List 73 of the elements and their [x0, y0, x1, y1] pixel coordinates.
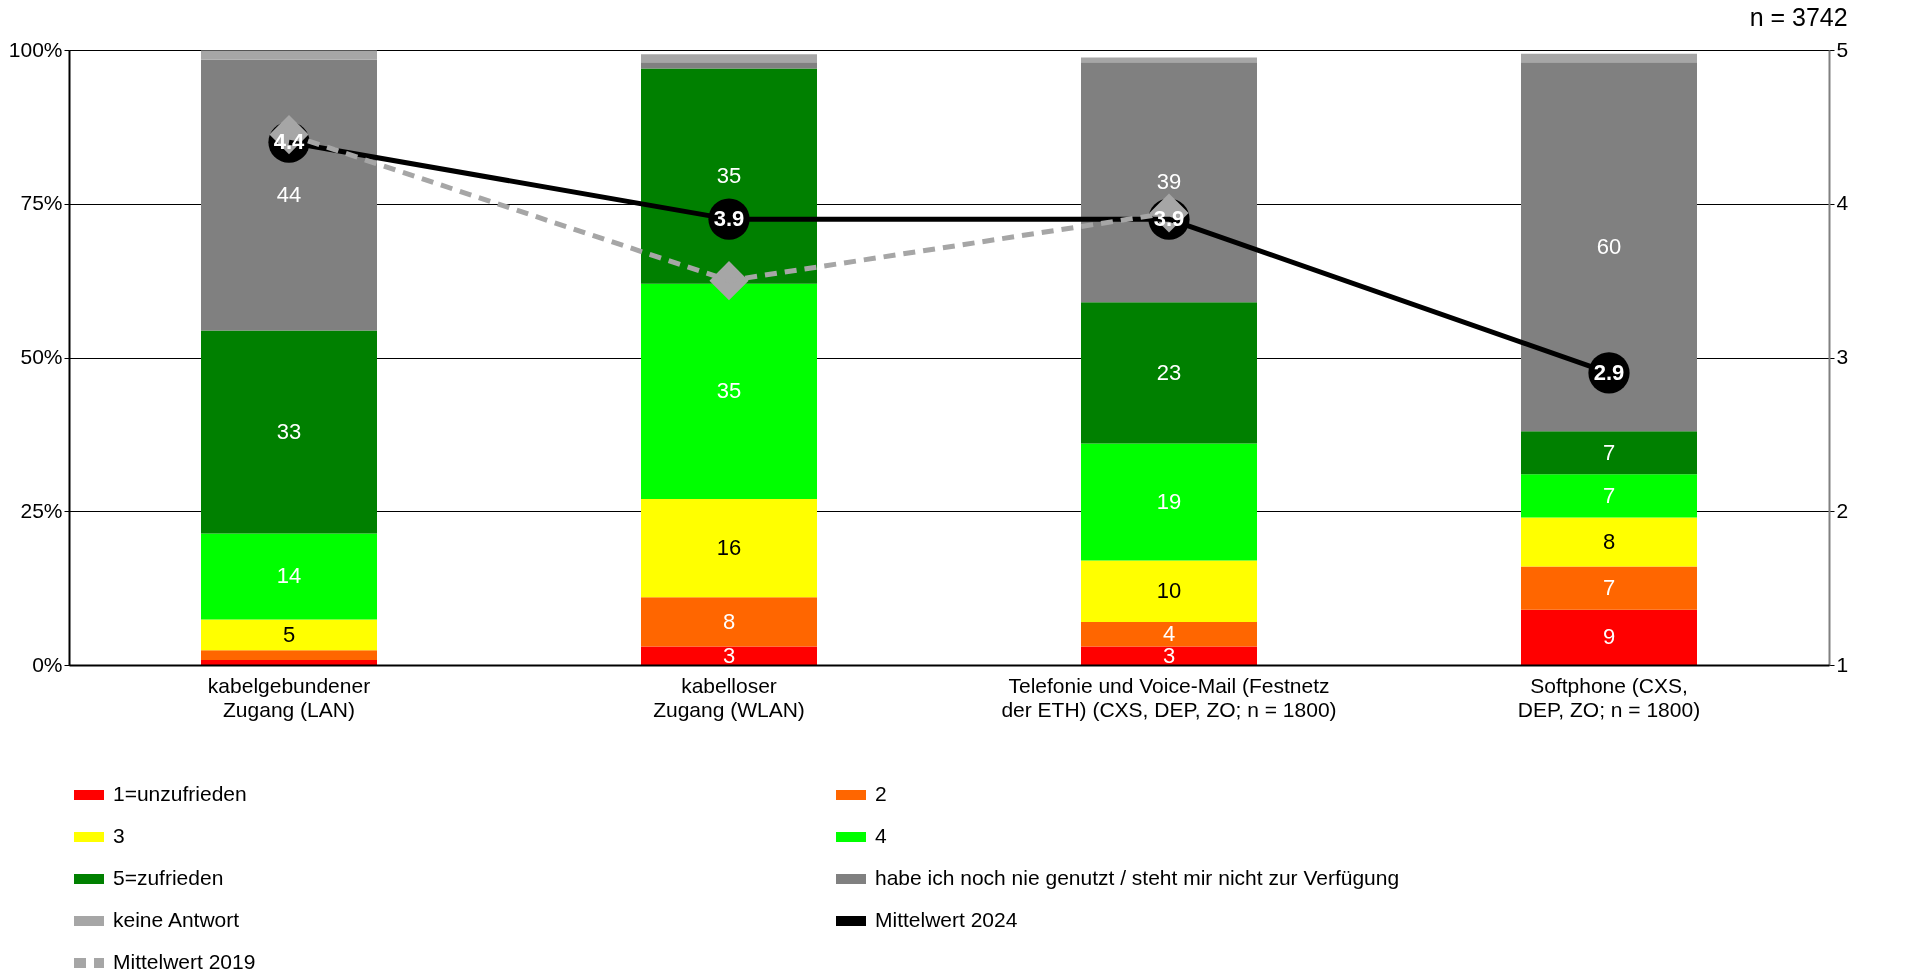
data-label: 19	[1156, 489, 1182, 515]
bar	[1521, 566, 1697, 610]
data-label: 2.9	[1593, 359, 1625, 385]
bar	[201, 619, 377, 651]
bar	[201, 59, 377, 331]
data-label: 16	[716, 535, 742, 561]
legend-label: habe ich noch nie genutzt / steht mir nicht zur Verfügung	[875, 866, 1400, 889]
text: n = 3742	[1749, 3, 1848, 31]
bar	[1081, 560, 1257, 622]
data-label: 10	[1156, 578, 1182, 604]
y-tick-label: 75%	[20, 191, 63, 215]
legend-label: 1=unzufrieden	[113, 782, 247, 805]
data-label: 44	[276, 182, 302, 208]
bar	[1521, 517, 1697, 567]
bar	[641, 54, 817, 63]
legend-label: Mittelwert 2019	[113, 950, 256, 973]
bar	[641, 283, 817, 499]
bar	[201, 650, 377, 661]
bar	[1081, 302, 1257, 444]
data-label: 14	[276, 563, 302, 589]
x-tick-label: kabelgebundener Zugang (LAN)	[207, 673, 371, 721]
bar	[201, 50, 377, 60]
y2-tick-label: 1	[1836, 652, 1849, 676]
data-label: 3.9	[713, 206, 745, 232]
bar	[641, 498, 817, 598]
legend-label: 5=zufrieden	[113, 866, 224, 889]
data-label: 8	[722, 608, 736, 634]
bar	[1081, 646, 1257, 665]
x-tick-label: Telefonie und Voice-Mail (Festnetz der ETH) (CXS, DEP, ZO; n = 1800)	[1001, 673, 1337, 721]
bar	[1521, 431, 1697, 475]
data-label: 35	[716, 378, 742, 404]
data-label: 35	[716, 163, 742, 189]
data-label: 33	[276, 418, 302, 444]
legend-label: 2	[875, 782, 887, 805]
data-label: 7	[1602, 439, 1616, 465]
bar	[1521, 53, 1697, 63]
bar	[1521, 609, 1697, 665]
x-tick-label: Softphone (CXS, DEP, ZO; n = 1800)	[1517, 673, 1701, 721]
bar	[1081, 443, 1257, 561]
x-tick-label: kabelloser Zugang (WLAN)	[653, 673, 805, 721]
bar	[1521, 474, 1697, 518]
y-tick-label: 25%	[20, 498, 63, 522]
y2-tick-label: 4	[1836, 191, 1849, 215]
bar	[201, 533, 377, 620]
y2-tick-label: 5	[1836, 37, 1849, 61]
bar	[201, 330, 377, 534]
data-label: 7	[1602, 575, 1616, 601]
y2-tick-label: 3	[1836, 345, 1849, 368]
data-label: 60	[1596, 233, 1622, 259]
bar	[1081, 57, 1257, 63]
legend-label: keine Antwort	[113, 908, 240, 931]
bar	[641, 646, 817, 665]
data-label: 23	[1156, 359, 1182, 385]
legend-label: Mittelwert 2024	[875, 908, 1018, 931]
data-label: 8	[1602, 529, 1616, 554]
y-tick-label: 100%	[8, 37, 63, 61]
bar	[1521, 62, 1697, 432]
legend-label: 4	[875, 824, 887, 847]
bar	[641, 68, 817, 284]
bar	[201, 660, 377, 665]
data-label: 39	[1156, 169, 1182, 195]
y-tick-label: 0%	[32, 652, 63, 676]
y2-tick-label: 2	[1836, 498, 1849, 522]
bar	[641, 597, 817, 647]
bar	[641, 62, 817, 69]
data-label: 9	[1602, 624, 1616, 650]
bar	[1081, 62, 1257, 303]
data-label: 7	[1602, 482, 1616, 508]
y-tick-label: 50%	[20, 345, 63, 368]
data-label: 5	[282, 621, 296, 647]
legend-label: 3	[113, 824, 125, 847]
bar	[1081, 621, 1257, 647]
data-label: 3	[722, 642, 736, 668]
